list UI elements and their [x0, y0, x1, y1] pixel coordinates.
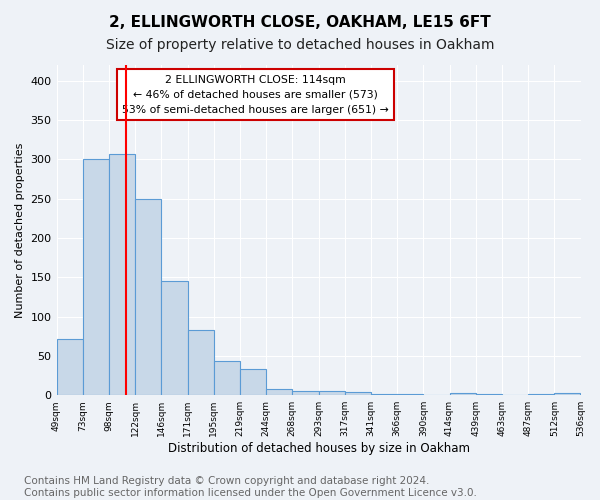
Bar [109, 154, 135, 395]
Bar [214, 360, 240, 395]
X-axis label: Distribution of detached houses by size in Oakham: Distribution of detached houses by size … [167, 442, 470, 455]
Bar [554, 393, 580, 395]
Bar [83, 160, 109, 395]
Text: Contains HM Land Registry data © Crown copyright and database right 2024.
Contai: Contains HM Land Registry data © Crown c… [24, 476, 477, 498]
Bar [371, 394, 397, 395]
Text: Size of property relative to detached houses in Oakham: Size of property relative to detached ho… [106, 38, 494, 52]
Bar [345, 392, 371, 395]
Bar [161, 281, 188, 395]
Bar [397, 394, 424, 395]
Bar [292, 392, 319, 395]
Bar [135, 198, 161, 395]
Bar [266, 389, 292, 395]
Bar [56, 338, 83, 395]
Text: 2 ELLINGWORTH CLOSE: 114sqm
← 46% of detached houses are smaller (573)
53% of se: 2 ELLINGWORTH CLOSE: 114sqm ← 46% of det… [122, 75, 389, 114]
Text: 2, ELLINGWORTH CLOSE, OAKHAM, LE15 6FT: 2, ELLINGWORTH CLOSE, OAKHAM, LE15 6FT [109, 15, 491, 30]
Bar [476, 394, 502, 395]
Bar [188, 330, 214, 395]
Y-axis label: Number of detached properties: Number of detached properties [15, 142, 25, 318]
Bar [319, 392, 345, 395]
Bar [449, 393, 476, 395]
Bar [240, 370, 266, 395]
Bar [528, 394, 554, 395]
